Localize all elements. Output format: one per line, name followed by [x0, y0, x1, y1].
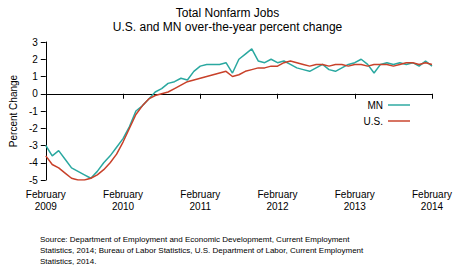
svg-text:Percent Change: Percent Change — [8, 74, 19, 147]
svg-text:1: 1 — [32, 71, 38, 82]
svg-text:U.S. and MN over-the-year perc: U.S. and MN over-the-year percent change — [113, 20, 343, 34]
svg-text:MN: MN — [367, 100, 383, 111]
svg-text:2013: 2013 — [344, 201, 367, 212]
svg-text:Statistics, 2014; Bureau of La: Statistics, 2014; Bureau of Labor Statis… — [40, 246, 364, 255]
svg-text:2009: 2009 — [35, 201, 58, 212]
svg-text:-1: -1 — [29, 106, 38, 117]
svg-text:2: 2 — [32, 54, 38, 65]
svg-text:-3: -3 — [29, 140, 38, 151]
svg-text:Statistics, 2014.: Statistics, 2014. — [40, 257, 96, 266]
svg-text:U.S.: U.S. — [364, 116, 383, 127]
svg-text:3: 3 — [32, 37, 38, 48]
svg-text:February: February — [26, 189, 66, 200]
svg-text:-2: -2 — [29, 123, 38, 134]
svg-text:2010: 2010 — [112, 201, 135, 212]
svg-text:February: February — [103, 189, 143, 200]
svg-text:-4: -4 — [29, 157, 38, 168]
svg-text:February: February — [258, 189, 298, 200]
svg-text:February: February — [335, 189, 375, 200]
svg-text:2014: 2014 — [421, 201, 444, 212]
svg-text:Source: Department of Employme: Source: Department of Employment and Eco… — [40, 235, 350, 244]
svg-text:-5: -5 — [29, 175, 38, 186]
svg-text:February: February — [180, 189, 220, 200]
svg-text:February: February — [412, 189, 452, 200]
svg-text:2012: 2012 — [266, 201, 289, 212]
svg-text:2011: 2011 — [190, 201, 212, 212]
svg-text:Total Nonfarm Jobs: Total Nonfarm Jobs — [176, 6, 279, 20]
svg-text:0: 0 — [32, 88, 38, 99]
